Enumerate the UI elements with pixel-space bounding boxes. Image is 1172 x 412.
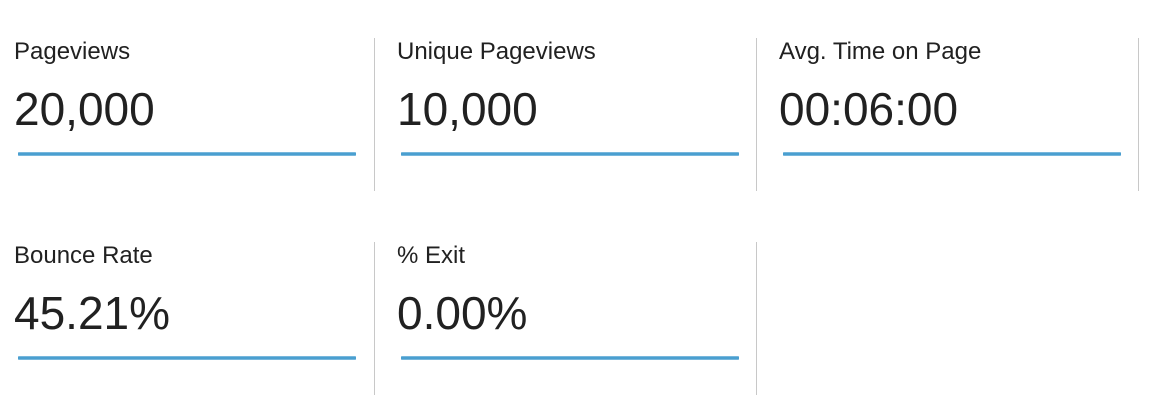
metric-card-avg-time-on-page[interactable]: Avg. Time on Page 00:06:00 bbox=[765, 38, 1148, 198]
metric-label: % Exit bbox=[397, 242, 466, 269]
metric-value: 45.21% bbox=[14, 287, 171, 339]
metric-card-pageviews[interactable]: Pageviews 20,000 bbox=[0, 38, 383, 198]
sparkline bbox=[783, 152, 1121, 156]
metric-label: Bounce Rate bbox=[14, 242, 153, 269]
column-divider bbox=[756, 242, 757, 395]
column-divider bbox=[374, 38, 375, 191]
metric-card-unique-pageviews[interactable]: Unique Pageviews 10,000 bbox=[383, 38, 766, 198]
sparkline bbox=[401, 152, 739, 156]
metric-value: 10,000 bbox=[397, 83, 538, 135]
sparkline bbox=[401, 356, 739, 360]
metric-value: 0.00% bbox=[397, 287, 528, 339]
column-divider bbox=[756, 38, 757, 191]
sparkline bbox=[18, 152, 356, 156]
metric-label: Pageviews bbox=[14, 38, 131, 65]
column-divider bbox=[374, 242, 375, 395]
metric-label: Unique Pageviews bbox=[397, 38, 596, 65]
metric-label: Avg. Time on Page bbox=[779, 38, 982, 65]
sparkline bbox=[18, 356, 356, 360]
column-divider bbox=[1138, 38, 1139, 191]
metric-card-exit[interactable]: % Exit 0.00% bbox=[383, 242, 766, 402]
metric-value: 00:06:00 bbox=[779, 83, 959, 135]
metric-card-bounce-rate[interactable]: Bounce Rate 45.21% bbox=[0, 242, 383, 402]
metric-value: 20,000 bbox=[14, 83, 155, 135]
